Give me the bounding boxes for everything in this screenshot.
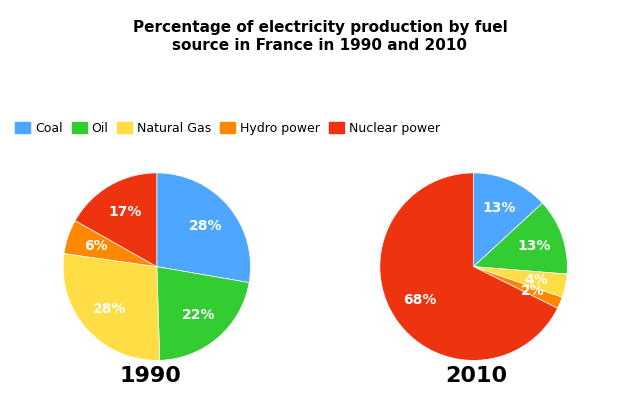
Wedge shape <box>474 267 567 297</box>
Text: 13%: 13% <box>517 239 550 253</box>
Text: 22%: 22% <box>182 308 215 322</box>
Text: 1990: 1990 <box>120 366 181 386</box>
Text: 17%: 17% <box>108 204 141 219</box>
Text: 68%: 68% <box>403 293 436 307</box>
Text: 2%: 2% <box>520 284 544 298</box>
Wedge shape <box>157 267 249 360</box>
Wedge shape <box>474 203 567 274</box>
Text: 13%: 13% <box>483 201 516 215</box>
Wedge shape <box>64 221 157 267</box>
Wedge shape <box>474 267 562 308</box>
Wedge shape <box>157 173 250 282</box>
Text: 4%: 4% <box>524 273 548 287</box>
Legend: Coal, Oil, Natural Gas, Hydro power, Nuclear power: Coal, Oil, Natural Gas, Hydro power, Nuc… <box>13 119 442 137</box>
Text: 28%: 28% <box>93 302 126 316</box>
Text: 6%: 6% <box>84 239 108 253</box>
Wedge shape <box>63 254 160 360</box>
Wedge shape <box>474 173 543 267</box>
Wedge shape <box>75 173 157 267</box>
Text: Percentage of electricity production by fuel
source in France in 1990 and 2010: Percentage of electricity production by … <box>132 20 508 53</box>
Text: 28%: 28% <box>189 219 222 233</box>
Text: 2010: 2010 <box>445 366 508 386</box>
Wedge shape <box>380 173 557 360</box>
